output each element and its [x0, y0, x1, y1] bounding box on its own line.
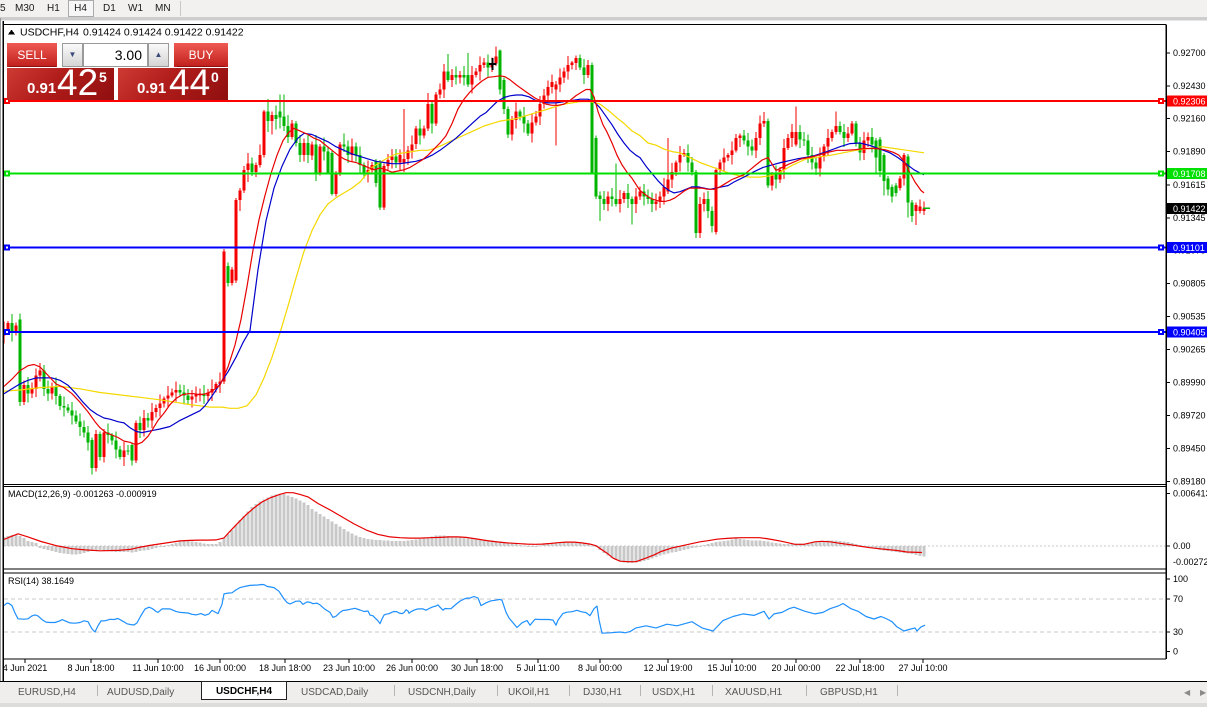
svg-text:0.89180: 0.89180 — [1173, 476, 1206, 486]
svg-text:30 Jun 18:00: 30 Jun 18:00 — [451, 663, 503, 673]
svg-text:0.89720: 0.89720 — [1173, 411, 1206, 421]
svg-text:18 Jun 18:00: 18 Jun 18:00 — [259, 663, 311, 673]
svg-text:0.89450: 0.89450 — [1173, 443, 1206, 453]
svg-text:5 Jul 11:00: 5 Jul 11:00 — [516, 663, 559, 673]
svg-text:0.92700: 0.92700 — [1173, 48, 1206, 58]
svg-text:20 Jul 00:00: 20 Jul 00:00 — [771, 663, 820, 673]
svg-text:8 Jul 00:00: 8 Jul 00:00 — [578, 663, 622, 673]
svg-text:-0.002726: -0.002726 — [1173, 557, 1207, 567]
svg-text:0.91101: 0.91101 — [1173, 243, 1205, 253]
svg-text:30: 30 — [1173, 627, 1183, 637]
svg-text:22 Jul 18:00: 22 Jul 18:00 — [835, 663, 884, 673]
svg-text:27 Jul 10:00: 27 Jul 10:00 — [898, 663, 947, 673]
svg-text:0.90405: 0.90405 — [1173, 328, 1206, 338]
svg-text:11 Jun 10:00: 11 Jun 10:00 — [132, 663, 183, 673]
svg-text:0.92430: 0.92430 — [1173, 81, 1206, 91]
svg-text:0.92160: 0.92160 — [1173, 114, 1206, 124]
svg-text:0.006413: 0.006413 — [1173, 488, 1207, 498]
svg-text:MACD(12,26,9) -0.001263 -0.000: MACD(12,26,9) -0.001263 -0.000919 — [8, 489, 157, 499]
svg-text:USDCHF,H4: USDCHF,H4 — [20, 27, 79, 39]
svg-text:0.00: 0.00 — [1173, 541, 1191, 551]
svg-text:8 Jun 18:00: 8 Jun 18:00 — [67, 663, 114, 673]
svg-text:16 Jun 00:00: 16 Jun 00:00 — [194, 663, 246, 673]
svg-text:0.91422: 0.91422 — [1173, 204, 1206, 214]
svg-text:0.91890: 0.91890 — [1173, 147, 1206, 157]
svg-text:4 Jun 2021: 4 Jun 2021 — [3, 663, 48, 673]
svg-text:15 Jul 10:00: 15 Jul 10:00 — [707, 663, 756, 673]
svg-text:100: 100 — [1173, 574, 1188, 584]
svg-text:0.91345: 0.91345 — [1173, 213, 1206, 223]
svg-text:0.91708: 0.91708 — [1173, 169, 1206, 179]
svg-text:26 Jun 00:00: 26 Jun 00:00 — [386, 663, 438, 673]
svg-text:0.90265: 0.90265 — [1173, 344, 1206, 354]
svg-text:12 Jul 19:00: 12 Jul 19:00 — [643, 663, 692, 673]
svg-text:23 Jun 10:00: 23 Jun 10:00 — [323, 663, 375, 673]
svg-text:0.90535: 0.90535 — [1173, 311, 1206, 321]
svg-text:0: 0 — [1173, 647, 1178, 657]
svg-text:0.92306: 0.92306 — [1173, 96, 1206, 106]
svg-text:RSI(14) 38.1649: RSI(14) 38.1649 — [8, 576, 74, 586]
svg-text:0.90805: 0.90805 — [1173, 279, 1206, 289]
svg-text:0.91615: 0.91615 — [1173, 180, 1206, 190]
svg-text:70: 70 — [1173, 594, 1183, 604]
svg-text:0.91424 0.91424 0.91422 0.9142: 0.91424 0.91424 0.91422 0.91422 — [83, 27, 244, 39]
svg-text:0.89990: 0.89990 — [1173, 378, 1206, 388]
